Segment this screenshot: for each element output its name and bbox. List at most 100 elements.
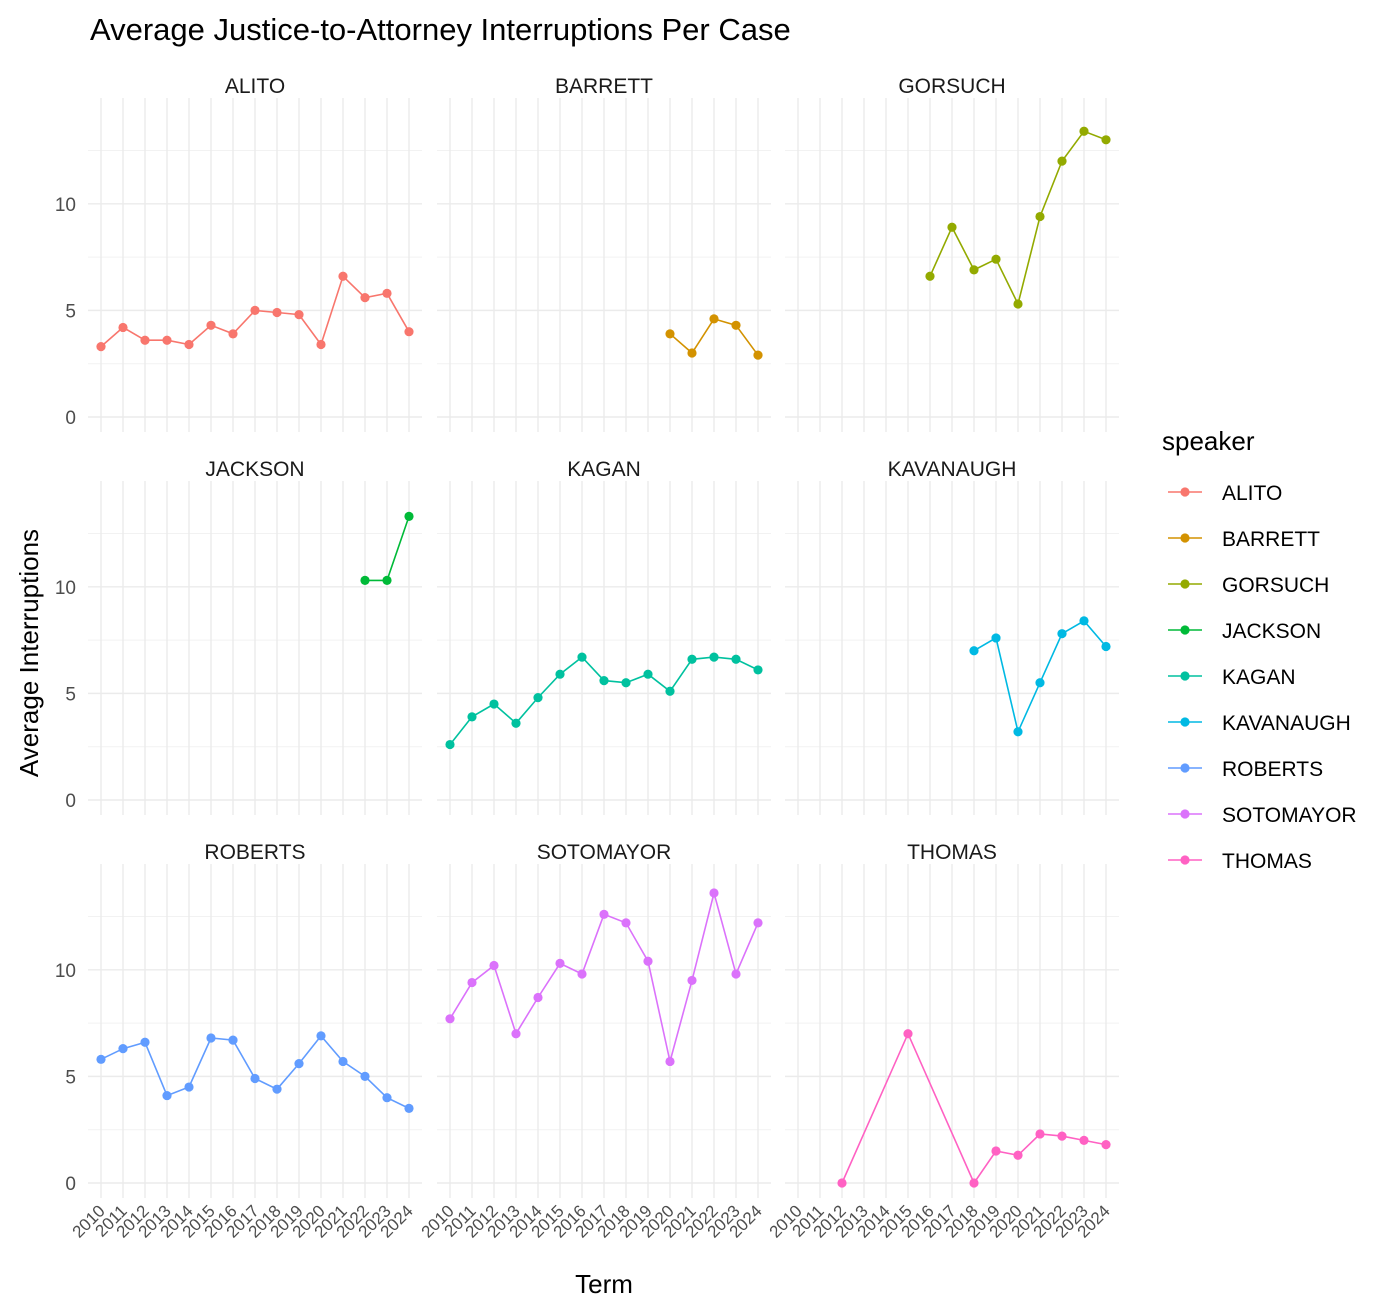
data-point-thomas: [837, 1178, 847, 1188]
legend-label: GORSUCH: [1222, 574, 1329, 597]
data-point-roberts: [162, 1090, 172, 1101]
data-point-sotomayor: [555, 958, 565, 968]
panel-kavanaugh: KAVANAUGH: [785, 458, 1119, 815]
data-point-jackson: [382, 575, 392, 585]
data-point-alito: [316, 339, 326, 350]
data-point-thomas: [1101, 1140, 1111, 1150]
facet-label-alito: ALITO: [225, 75, 285, 98]
data-point-alito: [118, 322, 128, 333]
legend-label: THOMAS: [1222, 850, 1312, 873]
data-point-alito: [228, 329, 238, 339]
data-point-roberts: [316, 1031, 326, 1041]
data-point-kagan: [731, 654, 741, 664]
data-point-thomas: [903, 1029, 913, 1039]
legend-title: speaker: [1162, 426, 1255, 456]
legend-item-kagan: KAGAN: [1168, 666, 1296, 689]
data-point-roberts: [382, 1093, 392, 1103]
data-point-alito: [272, 307, 282, 318]
data-point-roberts: [294, 1058, 304, 1069]
legend-label: KAVANAUGH: [1222, 712, 1351, 735]
data-point-alito: [382, 288, 392, 298]
data-point-sotomayor: [489, 960, 499, 971]
data-point-thomas: [969, 1178, 979, 1188]
legend-item-thomas: THOMAS: [1168, 850, 1312, 873]
data-point-thomas: [1057, 1131, 1067, 1141]
facet-label-kagan: KAGAN: [567, 458, 641, 481]
data-point-alito: [184, 339, 194, 350]
legend-label: ROBERTS: [1222, 758, 1323, 781]
panel-gorsuch: GORSUCH: [785, 75, 1119, 432]
data-point-roberts: [338, 1056, 348, 1067]
data-point-jackson: [360, 575, 370, 585]
data-point-barrett: [753, 350, 763, 360]
legend-key-point: [1180, 809, 1190, 819]
data-point-gorsuch: [969, 265, 979, 275]
legend-key-point: [1180, 533, 1190, 543]
data-point-kavanaugh: [1035, 678, 1045, 688]
facet-label-jackson: JACKSON: [205, 458, 304, 481]
data-point-sotomayor: [665, 1056, 675, 1067]
data-point-alito: [338, 271, 348, 281]
y-tick-label: 0: [65, 1174, 76, 1195]
data-point-sotomayor: [599, 909, 609, 919]
data-point-alito: [294, 310, 304, 320]
legend-label: SOTOMAYOR: [1222, 804, 1357, 827]
data-point-alito: [162, 335, 172, 345]
data-point-sotomayor: [731, 969, 741, 979]
data-point-barrett: [687, 348, 697, 358]
panel-sotomayor: SOTOMAYOR2010201120122013201420152016201…: [418, 841, 771, 1242]
legend-item-sotomayor: SOTOMAYOR: [1168, 804, 1357, 827]
data-point-kagan: [753, 665, 763, 675]
data-point-barrett: [731, 320, 741, 330]
data-point-kagan: [665, 686, 675, 696]
data-point-kagan: [687, 654, 697, 664]
legend-label: ALITO: [1222, 482, 1282, 505]
data-point-gorsuch: [1035, 211, 1045, 222]
legend-key-point: [1180, 671, 1190, 681]
data-point-kagan: [709, 652, 719, 662]
data-point-thomas: [1013, 1150, 1023, 1160]
panel-jackson: JACKSON 0 5 10: [55, 458, 422, 815]
legend-key-point: [1180, 763, 1190, 773]
facet-panels: ALITO 0 5 10 BARRETT GORSUCH JACKSON 0 5 10 KAGAN K…: [55, 75, 1119, 1242]
data-point-gorsuch: [1013, 299, 1023, 309]
data-point-alito: [250, 305, 260, 315]
data-point-kagan: [445, 739, 455, 750]
y-tick-label: 5: [65, 301, 76, 322]
data-point-sotomayor: [753, 918, 763, 928]
data-point-gorsuch: [991, 254, 1001, 264]
data-point-barrett: [665, 329, 675, 339]
x-axis-title: Term: [575, 1269, 633, 1299]
data-point-kagan: [533, 693, 543, 703]
legend-label: BARRETT: [1222, 528, 1320, 551]
facet-label-kavanaugh: KAVANAUGH: [888, 458, 1017, 481]
data-point-kagan: [555, 669, 565, 679]
facet-label-roberts: ROBERTS: [204, 841, 305, 864]
y-tick-label: 10: [55, 195, 76, 216]
data-point-alito: [206, 320, 216, 330]
data-point-gorsuch: [947, 222, 957, 232]
data-point-sotomayor: [511, 1029, 521, 1039]
data-point-kagan: [621, 678, 631, 688]
data-point-sotomayor: [533, 992, 543, 1003]
data-point-sotomayor: [643, 956, 653, 966]
data-point-gorsuch: [1101, 135, 1111, 145]
data-point-roberts: [184, 1082, 194, 1092]
data-point-kavanaugh: [969, 646, 979, 656]
data-point-kagan: [577, 652, 587, 662]
legend-item-roberts: ROBERTS: [1168, 758, 1323, 781]
data-point-sotomayor: [709, 888, 719, 898]
facet-label-sotomayor: SOTOMAYOR: [537, 841, 672, 864]
facet-label-thomas: THOMAS: [907, 841, 997, 864]
legend-item-jackson: JACKSON: [1168, 620, 1321, 643]
data-point-kavanaugh: [1013, 727, 1023, 737]
data-point-gorsuch: [925, 271, 935, 281]
panel-barrett: BARRETT: [437, 75, 771, 432]
y-tick-label: 10: [55, 578, 76, 599]
legend-label: KAGAN: [1222, 666, 1296, 689]
data-point-roberts: [118, 1044, 128, 1054]
data-point-kagan: [643, 669, 653, 679]
facet-label-gorsuch: GORSUCH: [898, 75, 1005, 98]
data-point-alito: [404, 327, 414, 337]
facet-label-barrett: BARRETT: [555, 75, 653, 98]
